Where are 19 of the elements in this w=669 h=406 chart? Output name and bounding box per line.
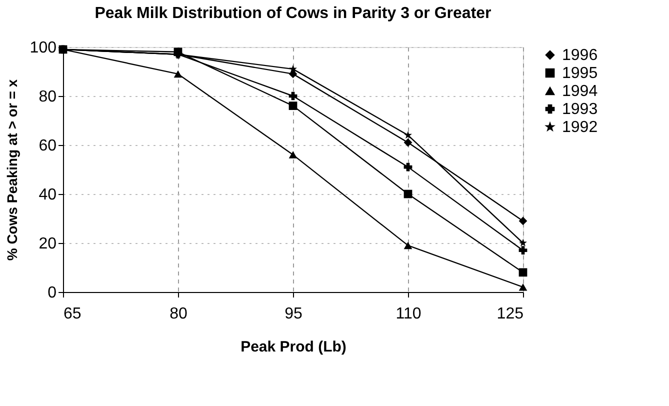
y-tick-label: 0 — [48, 284, 57, 302]
legend-label: 1993 — [562, 101, 598, 118]
y-tick-label: 100 — [30, 40, 57, 56]
legend-label: 1994 — [562, 83, 598, 100]
x-tick-label: 110 — [396, 306, 422, 322]
x-tick-label: 95 — [284, 306, 302, 322]
chart-title: Peak Milk Distribution of Cows in Parity 3 or Greater — [94, 5, 492, 22]
legend-label: 1996 — [562, 47, 598, 64]
legend-label: 1992 — [562, 119, 598, 136]
x-tick-label: 125 — [496, 306, 524, 322]
y-tick-label: 60 — [38, 138, 57, 154]
y-axis-title: % Cows Peaking at > or = x — [4, 79, 20, 261]
legend-label: 1995 — [562, 65, 598, 82]
y-tick-label: 20 — [38, 236, 57, 252]
y-tick-label: 40 — [38, 186, 57, 204]
x-tick-label: 65 — [64, 306, 82, 322]
x-axis-title: Peak Prod (Lb) — [240, 338, 346, 356]
x-tick-label: 80 — [170, 306, 188, 322]
y-tick-label: 80 — [38, 88, 57, 106]
